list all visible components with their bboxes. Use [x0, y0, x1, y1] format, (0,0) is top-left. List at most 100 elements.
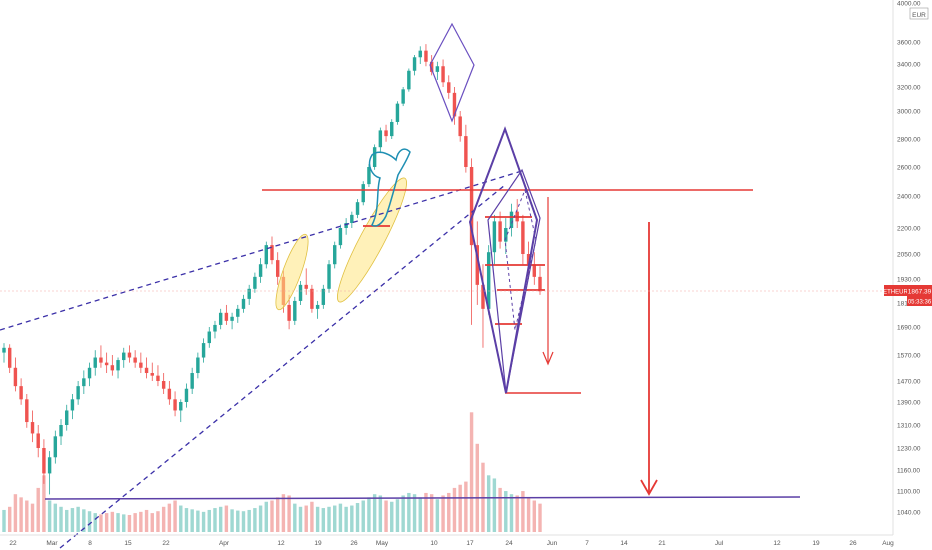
- volume-bars: [2, 412, 542, 532]
- highlight-ellipse-2: [337, 177, 407, 303]
- volume-bar: [173, 500, 177, 532]
- support-line: [44, 496, 801, 500]
- candle-body: [452, 92, 457, 117]
- volume-bar: [87, 511, 92, 532]
- candle-body: [418, 50, 422, 58]
- candle-body: [429, 61, 434, 72]
- volume-bar: [213, 508, 217, 532]
- candle-body: [333, 245, 337, 265]
- x-tick-label: Mar: [46, 540, 58, 547]
- candle-body: [59, 425, 63, 437]
- candle-body: [93, 357, 97, 368]
- candle-body: [464, 136, 468, 167]
- candle-body: [236, 308, 240, 317]
- volume-bar: [218, 506, 223, 532]
- y-tick-label: 1100.00: [897, 489, 920, 496]
- candle-body: [367, 167, 371, 185]
- time-axis[interactable]: 22 Mar 8 15 22 Apr 12 19 26 May 10 17 24 Jun 7 14 21 Jul 1…: [9, 540, 894, 547]
- volume-bar: [504, 491, 508, 532]
- candle-body: [401, 89, 405, 104]
- x-tick-label: 7: [585, 540, 589, 547]
- volume-bar: [412, 494, 417, 532]
- candle-body: [230, 316, 234, 321]
- price-tag-symbol: ETHEUR: [883, 290, 908, 296]
- volume-bar: [19, 497, 23, 532]
- candle-body: [258, 264, 263, 277]
- y-tick-label: 1930.00: [897, 277, 921, 284]
- x-tick-label: 24: [505, 540, 513, 547]
- currency-label: EUR: [912, 12, 926, 19]
- candle-body: [486, 252, 491, 309]
- candle-body: [224, 312, 229, 321]
- candle-body: [504, 228, 508, 242]
- volume-bar: [224, 505, 229, 532]
- price-axis[interactable]: 4000.00 3600.00 3400.00 3200.00 3000.00 2800.…: [897, 1, 921, 517]
- volume-bar: [184, 508, 189, 532]
- candle-body: [310, 288, 314, 309]
- volume-bar: [418, 497, 422, 532]
- cyan-scribble: [368, 148, 411, 227]
- volume-bar: [384, 500, 388, 532]
- volume-bar: [355, 503, 360, 532]
- candle-body: [184, 388, 189, 402]
- candle-body: [538, 276, 542, 292]
- volume-bar: [532, 500, 537, 532]
- volume-bar: [515, 495, 519, 532]
- candle-body: [7, 347, 12, 368]
- volume-bar: [304, 505, 308, 532]
- volume-bar: [310, 501, 314, 532]
- volume-bar: [201, 511, 206, 532]
- candle-body: [2, 347, 6, 353]
- volume-bar: [275, 497, 280, 532]
- volume-bar: [30, 503, 35, 532]
- candle-body: [70, 399, 75, 411]
- volume-bar: [367, 497, 371, 532]
- x-tick-label: Apr: [219, 540, 230, 547]
- volume-bar: [2, 509, 6, 532]
- volume-bar: [458, 484, 462, 532]
- candle-body: [133, 357, 137, 363]
- candle-body: [304, 284, 308, 289]
- volume-bar: [133, 513, 137, 532]
- y-tick-label: 1310.00: [897, 423, 921, 430]
- volume-bar: [7, 506, 12, 532]
- volume-bar: [247, 509, 251, 532]
- y-tick-label: 2800.00: [897, 137, 921, 144]
- x-tick-label: Aug: [882, 540, 894, 547]
- volume-bar: [47, 500, 52, 532]
- volume-bar: [25, 500, 29, 532]
- price-tag-value: 1867.39: [908, 289, 932, 296]
- candle-body: [179, 402, 183, 411]
- highlight-ellipse-1: [275, 233, 309, 311]
- y-tick-label: 1160.00: [897, 468, 920, 475]
- diamond-top: [429, 22, 475, 123]
- candle-body: [13, 367, 18, 387]
- volume-bar: [122, 514, 126, 532]
- candle-body: [65, 410, 69, 425]
- x-tick-label: Jul: [715, 540, 724, 547]
- candle-body: [53, 436, 58, 458]
- diamond-inner-1: [487, 168, 541, 394]
- price-tag-value-bg: [907, 285, 932, 296]
- candle-body: [327, 264, 331, 289]
- volume-bar: [161, 506, 166, 532]
- volume-bar: [139, 511, 143, 532]
- dashed-trendline-upper: [0, 169, 526, 331]
- volume-bar: [196, 510, 200, 532]
- volume-bar: [344, 506, 348, 532]
- candle-body: [395, 103, 400, 122]
- volume-bar: [361, 500, 365, 532]
- candle-body: [361, 184, 365, 203]
- candle-body: [161, 381, 166, 389]
- candle-body: [338, 228, 343, 246]
- volume-bar: [93, 513, 97, 532]
- candle-body: [99, 357, 103, 363]
- candle-body: [384, 130, 388, 137]
- volume-bar: [350, 505, 354, 532]
- candle-body: [287, 304, 291, 321]
- volume-bar: [321, 508, 326, 532]
- candle-body: [390, 121, 394, 137]
- volume-bar: [287, 495, 291, 532]
- candle-body: [492, 221, 497, 253]
